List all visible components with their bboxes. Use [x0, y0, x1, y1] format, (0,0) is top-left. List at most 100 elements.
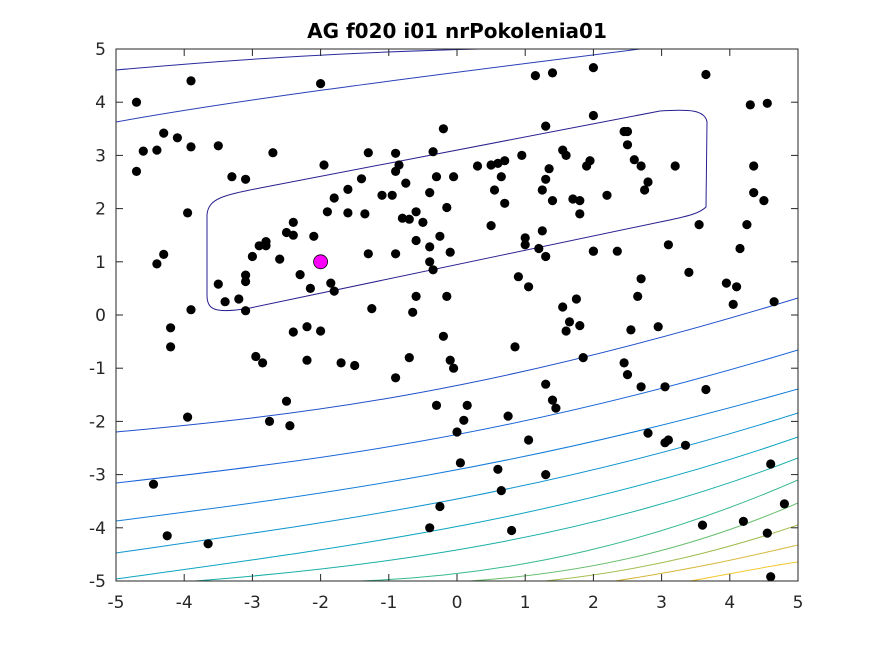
population-point: [391, 148, 401, 158]
population-point: [254, 241, 264, 251]
population-point: [404, 353, 414, 363]
axis-ticks: -5 -4 -3 -2 -1 0 1 2 3 4 5 -5 -4 -3 -2 -1 0 1 2 3 4 5: [89, 40, 803, 613]
population-point: [391, 249, 401, 259]
population-point: [377, 190, 387, 200]
population-point: [159, 249, 169, 259]
population-point: [258, 358, 268, 368]
population-point: [749, 161, 759, 171]
population-point: [131, 97, 142, 107]
population-point: [431, 172, 442, 182]
data-points: [131, 63, 790, 581]
population-point: [411, 235, 421, 246]
population-point: [186, 305, 196, 315]
population-point: [435, 231, 445, 241]
population-point: [694, 220, 704, 230]
population-point: [329, 286, 339, 296]
population-point: [336, 358, 346, 368]
population-point: [507, 525, 517, 536]
population-point: [251, 351, 261, 362]
population-point: [428, 265, 438, 275]
population-point: [438, 331, 448, 341]
population-point: [322, 207, 332, 217]
x-tick-label: 0: [452, 593, 463, 613]
population-point: [138, 146, 148, 156]
population-point: [493, 464, 503, 474]
contour-line-8: [194, 457, 798, 581]
population-point: [241, 174, 251, 184]
population-point: [213, 141, 223, 151]
y-tick-label: -2: [89, 412, 106, 432]
population-point: [496, 486, 506, 496]
population-point: [159, 128, 169, 138]
population-point: [425, 188, 435, 198]
population-point: [326, 278, 336, 288]
population-point: [425, 257, 435, 267]
population-point: [541, 379, 551, 389]
population-point: [585, 156, 595, 166]
population-point: [558, 302, 568, 312]
population-point: [431, 400, 442, 410]
contour-line-1: [116, 49, 481, 71]
population-point: [575, 196, 585, 206]
population-point: [500, 156, 510, 166]
population-point: [762, 98, 772, 108]
population-point: [387, 190, 397, 200]
population-point: [551, 403, 561, 413]
population-point: [442, 202, 452, 213]
population-point: [520, 233, 530, 243]
population-point: [660, 382, 670, 392]
population-point: [401, 178, 411, 188]
population-point: [363, 148, 373, 158]
population-point: [288, 217, 298, 227]
population-point: [241, 276, 251, 287]
contour-lines: [116, 49, 798, 581]
population-point: [268, 148, 278, 158]
x-tick-label: -4: [176, 593, 193, 613]
population-point: [626, 325, 636, 335]
population-point: [302, 355, 312, 365]
population-point: [152, 259, 162, 269]
population-point: [459, 415, 469, 425]
population-point: [227, 172, 237, 182]
population-point: [619, 126, 629, 137]
population-point: [166, 323, 176, 333]
population-point: [367, 304, 377, 314]
population-point: [220, 297, 230, 307]
population-point: [701, 69, 711, 80]
population-point: [183, 208, 193, 218]
population-point: [537, 226, 547, 236]
population-point: [510, 342, 520, 352]
population-point: [213, 279, 223, 289]
contour-line-13: [689, 561, 798, 581]
population-point: [612, 246, 622, 256]
y-tick-label: 1: [95, 253, 106, 273]
population-point: [588, 110, 599, 121]
population-point: [425, 242, 435, 252]
population-point: [530, 71, 541, 81]
population-point: [131, 166, 142, 176]
population-point: [680, 440, 691, 450]
y-tick-label: -1: [89, 359, 106, 379]
population-point: [544, 164, 554, 174]
population-point: [275, 254, 285, 264]
population-point: [172, 133, 182, 143]
population-point: [622, 140, 633, 150]
population-point: [636, 161, 646, 171]
population-point: [261, 241, 271, 251]
population-point: [152, 145, 162, 155]
population-point: [547, 68, 558, 78]
population-point: [622, 370, 633, 380]
population-point: [350, 360, 360, 371]
population-point: [305, 283, 315, 293]
population-point: [640, 185, 650, 195]
x-tick-label: 3: [656, 593, 667, 613]
population-point: [442, 291, 452, 301]
population-point: [391, 373, 401, 383]
y-tick-label: 5: [95, 40, 106, 60]
population-point: [264, 416, 275, 426]
contour-line-3: [116, 297, 798, 433]
population-point: [234, 294, 244, 304]
population-point: [728, 299, 738, 309]
population-point: [462, 400, 472, 410]
